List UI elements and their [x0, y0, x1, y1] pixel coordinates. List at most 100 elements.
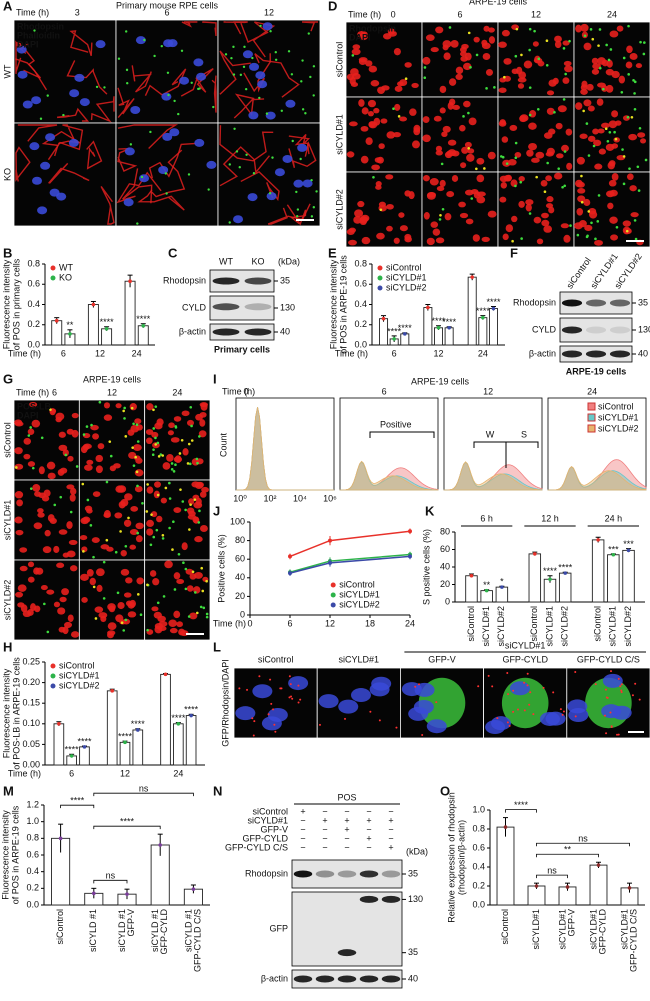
- nucleus: [629, 185, 637, 192]
- point: [403, 332, 407, 336]
- nucleus: [588, 210, 598, 219]
- signal: [140, 175, 144, 179]
- sig-label: ****: [131, 719, 146, 729]
- point: [469, 573, 474, 578]
- y-label: S positive cells (%): [421, 529, 431, 605]
- nucleus: [597, 57, 606, 65]
- nucleus: [360, 155, 369, 164]
- nucleus: [33, 522, 43, 530]
- nucleus: [34, 491, 41, 497]
- x-tick-label: GFP-CYLD C/S: [628, 909, 638, 972]
- x-tick-label: 18: [365, 618, 375, 628]
- micrograph: [316, 667, 401, 739]
- nucleus: [498, 87, 507, 93]
- signal: [562, 710, 565, 713]
- signal: [500, 155, 503, 158]
- actin: [219, 50, 251, 95]
- signal: [228, 221, 231, 224]
- signal: [301, 59, 304, 62]
- nucleus: [154, 481, 162, 488]
- signal: [487, 674, 490, 677]
- nucleus: [162, 132, 173, 141]
- signal: [312, 65, 316, 68]
- signal: [318, 723, 321, 726]
- nucleus: [563, 234, 571, 243]
- nucleus: [525, 199, 534, 206]
- signal: [253, 720, 256, 723]
- nucleus: [608, 120, 618, 129]
- signal: [124, 30, 128, 33]
- bar: [444, 327, 454, 346]
- micrograph: [421, 96, 499, 173]
- signal: [189, 503, 192, 506]
- nucleus: [592, 128, 599, 135]
- point: [408, 529, 412, 534]
- signal: [583, 34, 587, 38]
- actin: [144, 68, 187, 96]
- nucleus: [257, 80, 268, 89]
- signal: [174, 426, 178, 429]
- bar: [87, 304, 99, 346]
- nucleus: [81, 596, 88, 603]
- nucleus: [485, 68, 494, 76]
- signal: [523, 709, 526, 712]
- bar: [607, 554, 620, 603]
- point: [91, 302, 96, 307]
- signal: [561, 713, 564, 716]
- nucleus: [386, 225, 393, 232]
- blot-row-label: β-actin: [529, 348, 556, 358]
- band: [212, 303, 240, 311]
- nucleus: [17, 584, 27, 592]
- legend-marker: [50, 275, 56, 281]
- condition-sign: −: [366, 824, 371, 834]
- signal: [607, 58, 611, 62]
- nucleus: [84, 505, 93, 512]
- signal: [620, 90, 624, 94]
- nucleus: [14, 419, 23, 426]
- condition-label: GFP-CYLD: [242, 833, 288, 843]
- nucleus: [135, 36, 146, 45]
- sig-bracket: [93, 879, 128, 884]
- signal: [535, 175, 538, 179]
- y-tick-label: 0.8: [354, 258, 367, 268]
- point: [426, 305, 430, 310]
- histogram: [339, 460, 439, 491]
- gate-label: Positive: [380, 419, 412, 429]
- nucleus: [173, 610, 181, 619]
- x-tick-label: 10⁰: [233, 493, 247, 503]
- y-tick-label: 0.10: [22, 718, 40, 728]
- nucleus: [193, 501, 203, 509]
- nucleus: [22, 100, 33, 109]
- signal: [172, 520, 175, 524]
- signal: [161, 533, 165, 537]
- nucleus: [134, 485, 143, 493]
- signal: [301, 108, 305, 111]
- signal: [191, 570, 195, 574]
- time-value: 0: [391, 9, 396, 19]
- signal: [515, 27, 519, 31]
- nucleus: [555, 122, 563, 130]
- nucleus: [458, 201, 466, 208]
- point: [392, 337, 396, 341]
- signal: [619, 685, 622, 688]
- micrograph-bg: [144, 479, 211, 561]
- panel-letter: B: [3, 245, 12, 260]
- point: [288, 554, 292, 559]
- actin: [15, 40, 27, 61]
- signal: [136, 222, 139, 225]
- nucleus: [503, 58, 512, 65]
- nucleus: [373, 117, 381, 126]
- signal: [168, 497, 172, 500]
- nucleus: [37, 508, 44, 514]
- sig-bracket: [536, 874, 568, 879]
- actin: [240, 21, 276, 58]
- nucleus: [371, 676, 392, 691]
- actin: [240, 171, 280, 202]
- sig-label: ****: [387, 326, 402, 336]
- nucleus: [100, 615, 107, 623]
- point: [82, 745, 87, 749]
- nucleus: [626, 173, 634, 181]
- nucleus: [79, 98, 90, 107]
- micrograph: [421, 171, 499, 248]
- nucleus: [433, 115, 442, 122]
